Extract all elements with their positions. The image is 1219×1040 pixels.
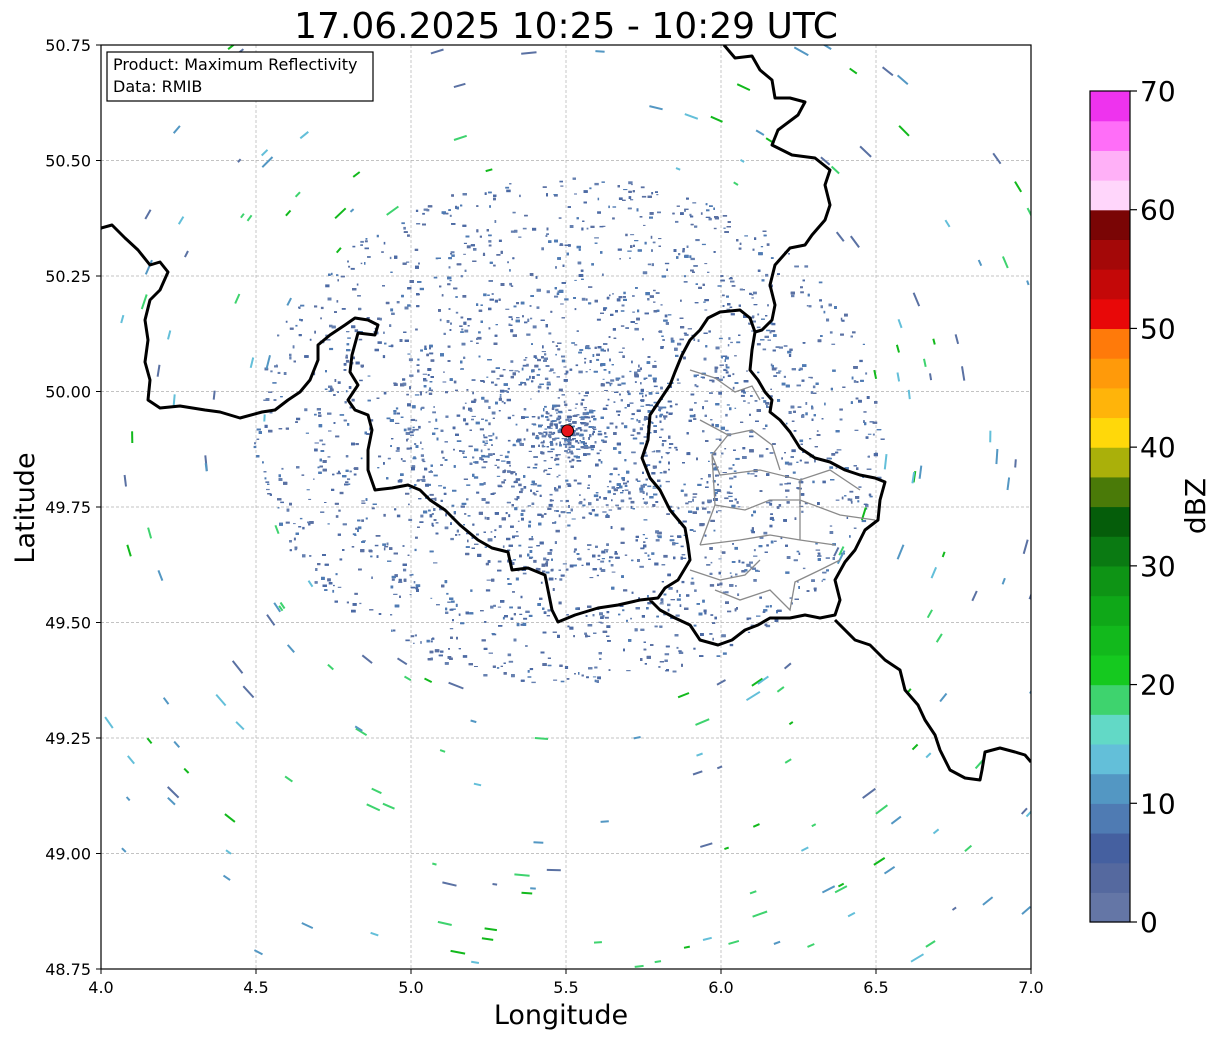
x-tick-label: 5.5 <box>553 978 578 997</box>
colorbar-swatch <box>1090 180 1130 211</box>
colorbar-swatch <box>1090 417 1130 448</box>
colorbar-swatch <box>1090 832 1130 864</box>
colorbar-swatch <box>1090 120 1130 151</box>
colorbar-swatch <box>1090 298 1130 330</box>
colorbar-swatch <box>1090 358 1130 389</box>
colorbar-swatch <box>1090 209 1130 240</box>
colorbar-swatch <box>1090 150 1130 181</box>
colorbar-swatch <box>1090 625 1130 656</box>
info-product: Product: Maximum Reflectivity <box>113 55 357 74</box>
colorbar-swatch <box>1090 506 1130 537</box>
colorbar-tick-label: 60 <box>1140 194 1176 227</box>
colorbar-swatch <box>1090 803 1130 834</box>
y-tick-label: 49.50 <box>45 614 91 633</box>
y-axis-label: Latitude <box>10 452 41 563</box>
x-tick-label: 5.0 <box>398 978 423 997</box>
colorbar-swatch <box>1090 892 1130 923</box>
y-tick-label: 48.75 <box>45 960 91 979</box>
colorbar-swatch <box>1090 714 1130 745</box>
y-tick-label: 49.75 <box>45 498 91 517</box>
map-gridlines <box>100 44 1032 970</box>
y-axis-ticks: 50.75 50.50 50.25 50.00 49.75 49.50 49.25 49.00… <box>45 36 101 979</box>
colorbar-tick-label: 0 <box>1140 906 1158 939</box>
y-tick-label: 50.00 <box>45 383 91 402</box>
colorbar: 0 10 20 30 40 50 60 70 dBZ <box>1089 75 1212 939</box>
colorbar-swatch <box>1090 684 1130 715</box>
colorbar-tick-label: 20 <box>1140 669 1176 702</box>
x-axis-ticks: 4.0 4.5 5.0 5.5 6.0 6.5 7.0 <box>88 969 1044 997</box>
colorbar-swatch <box>1090 565 1130 597</box>
border-de-fr <box>833 618 1031 782</box>
colorbar-swatch <box>1090 269 1130 300</box>
y-tick-label: 49.25 <box>45 729 91 748</box>
colorbar-swatch <box>1090 328 1130 359</box>
y-tick-label: 50.50 <box>45 152 91 171</box>
border-east-lu-de <box>722 45 832 334</box>
colorbar-tick-label: 30 <box>1140 550 1176 583</box>
colorbar-swatch <box>1090 536 1130 567</box>
colorbar-tick-label: 50 <box>1140 312 1176 345</box>
colorbar-swatch <box>1090 654 1130 686</box>
x-tick-label: 6.5 <box>863 978 888 997</box>
canton-boundaries <box>689 369 876 612</box>
colorbar-swatch <box>1090 743 1130 775</box>
colorbar-swatch <box>1090 239 1130 270</box>
colorbar-swatch <box>1090 773 1130 804</box>
y-tick-label: 50.25 <box>45 267 91 286</box>
border-north-fr-be <box>101 223 887 647</box>
colorbar-swatch <box>1090 595 1130 626</box>
colorbar-swatch <box>1090 476 1130 508</box>
colorbar-swatches <box>1090 91 1130 923</box>
x-axis-label: Longitude <box>494 1000 628 1031</box>
colorbar-swatch <box>1090 447 1130 478</box>
colorbar-tick-label: 10 <box>1140 787 1176 820</box>
info-data: Data: RMIB <box>113 77 202 96</box>
y-tick-label: 49.00 <box>45 845 91 864</box>
colorbar-tick-label: 40 <box>1140 431 1176 464</box>
colorbar-swatch <box>1090 91 1130 122</box>
x-tick-label: 6.0 <box>708 978 733 997</box>
info-box: Product: Maximum Reflectivity Data: RMIB <box>106 51 374 102</box>
x-tick-label: 7.0 <box>1018 978 1043 997</box>
colorbar-label: dBZ <box>1179 478 1212 534</box>
colorbar-swatch <box>1090 862 1130 893</box>
country-borders <box>101 45 1031 782</box>
x-tick-label: 4.0 <box>88 978 113 997</box>
y-tick-label: 50.75 <box>45 36 91 55</box>
colorbar-swatch <box>1090 387 1130 419</box>
colorbar-tick-label: 70 <box>1140 75 1176 108</box>
radar-site-marker <box>561 424 575 438</box>
colorbar-ticks: 0 10 20 30 40 50 60 70 <box>1130 75 1176 939</box>
x-tick-label: 4.5 <box>243 978 268 997</box>
map-title: 17.06.2025 10:25 - 10:29 UTC <box>294 6 838 47</box>
